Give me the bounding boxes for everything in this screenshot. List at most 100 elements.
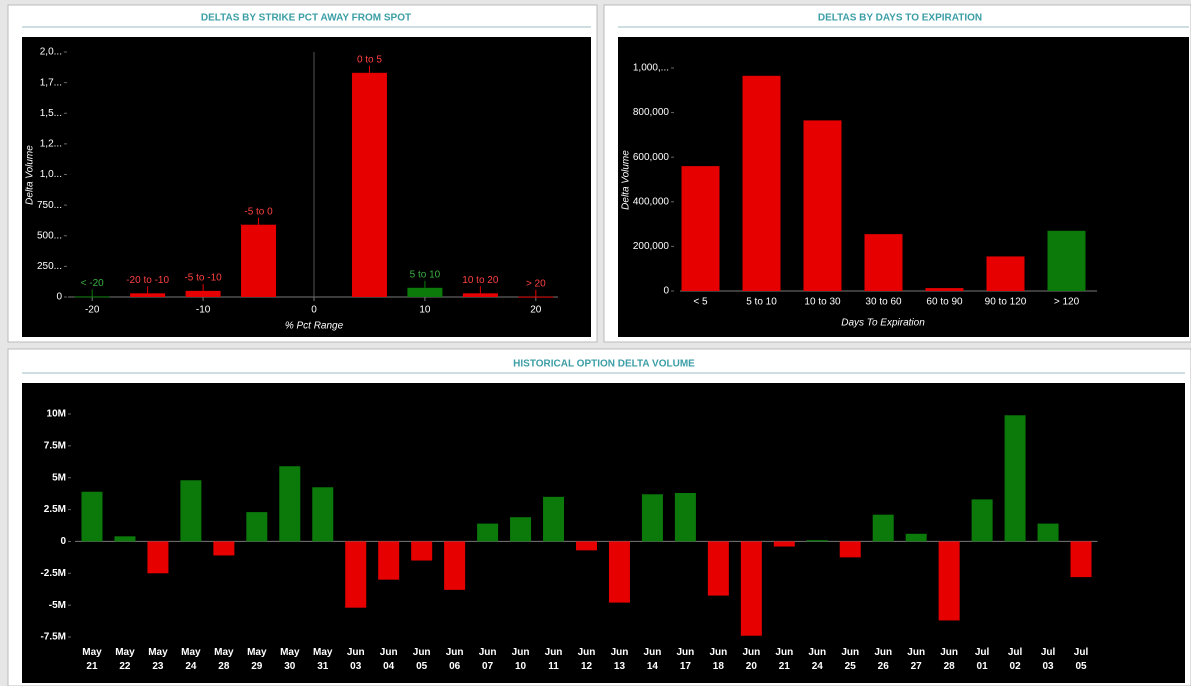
y-tick-label: 1,5... (40, 108, 62, 119)
x-tick-label: Jun 12 (578, 647, 596, 672)
x-tick-label: May 29 (247, 647, 267, 672)
x-axis-title: % Pct Range (285, 321, 344, 332)
bar (971, 499, 993, 542)
x-tick-label: 90 to 120 (985, 297, 1027, 308)
bar (1004, 415, 1026, 542)
x-tick-label: May 28 (214, 647, 234, 672)
bar (411, 541, 433, 561)
bar (378, 541, 400, 580)
bar (74, 296, 110, 298)
x-tick-label: Jun 05 (413, 647, 431, 672)
x-tick-label: Jun 20 (742, 647, 760, 672)
x-tick-label: Jun 13 (611, 647, 629, 672)
bar (345, 541, 367, 608)
bar (905, 533, 927, 542)
bar (803, 120, 842, 291)
x-tick-label: 60 to 90 (926, 297, 963, 308)
y-tick-label: 600,000 (633, 152, 670, 163)
y-tick-label: 1,2... (40, 139, 62, 150)
x-tick-label: 0 (311, 305, 317, 316)
x-tick-label: -10 (196, 305, 211, 316)
bar (681, 166, 720, 291)
x-tick-label: Jun 24 (808, 647, 826, 672)
x-tick-label: May 23 (148, 647, 168, 672)
bar-label: 5 to 10 (410, 269, 441, 280)
bar (1070, 541, 1092, 578)
bar-label: -20 to -10 (126, 275, 169, 286)
x-tick-label: Jun 26 (874, 647, 892, 672)
bar (641, 494, 663, 542)
plot-background (22, 37, 591, 337)
x-tick-label: Jun 10 (512, 647, 530, 672)
bar (925, 288, 964, 291)
x-tick-label: 5 to 10 (746, 297, 777, 308)
x-tick-label: < 5 (693, 297, 708, 308)
y-tick-label: 10M (47, 409, 66, 420)
x-tick-label: Jul 03 (1041, 647, 1056, 672)
bar-label: -5 to -10 (184, 273, 222, 284)
y-axis-title: Delta Volume (621, 150, 632, 210)
x-tick-label: Jul 05 (1074, 647, 1089, 672)
y-tick-label: 800,000 (633, 107, 670, 118)
bar (543, 496, 565, 542)
bar (864, 234, 903, 291)
x-tick-label: Jun 21 (775, 647, 793, 672)
y-tick-label: 0 (56, 292, 62, 303)
x-tick-label: Jul 02 (1008, 647, 1023, 672)
bar-label: 10 to 20 (462, 275, 499, 286)
bar (185, 290, 221, 297)
x-tick-label: 10 (419, 305, 431, 316)
y-tick-label: 7.5M (44, 440, 66, 451)
y-tick-label: 5M (52, 472, 66, 483)
bar (241, 224, 277, 297)
x-tick-label: Jun 14 (644, 647, 662, 672)
bar (518, 296, 554, 298)
bar (740, 541, 762, 636)
bar (773, 541, 795, 547)
x-tick-label: May 24 (181, 647, 201, 672)
bar (407, 287, 443, 297)
bar-label: 0 to 5 (357, 54, 382, 65)
x-tick-label: Jun 06 (446, 647, 464, 672)
bar-label: -5 to 0 (244, 206, 273, 217)
x-tick-label: May 22 (115, 647, 135, 672)
bar (1047, 230, 1086, 291)
bar (477, 523, 499, 542)
x-tick-label: May 30 (280, 647, 300, 672)
bar-label: < -20 (81, 278, 105, 289)
bar (938, 541, 960, 621)
y-tick-label: 0 (663, 286, 669, 297)
y-tick-label: -7.5M (40, 632, 66, 643)
bar (351, 72, 387, 297)
bar-label: > 20 (526, 278, 546, 289)
bar (312, 487, 334, 542)
bar (839, 541, 861, 558)
bar (114, 536, 136, 542)
bar (510, 517, 532, 542)
y-tick-label: 400,000 (633, 196, 670, 207)
x-tick-label: > 120 (1054, 297, 1080, 308)
bar (81, 491, 103, 542)
chart-title: DELTAS BY STRIKE PCT AWAY FROM SPOT (201, 13, 411, 24)
bar (742, 75, 781, 292)
x-tick-label: Jul 01 (975, 647, 990, 672)
bar (806, 540, 828, 542)
x-tick-label: Jun 03 (347, 647, 365, 672)
bar (130, 293, 166, 297)
chart-title: DELTAS BY DAYS TO EXPIRATION (818, 13, 982, 24)
x-tick-label: -20 (85, 305, 100, 316)
bar (872, 514, 894, 542)
x-tick-label: Jun 11 (545, 647, 563, 672)
bar (576, 541, 597, 551)
y-tick-label: 250... (37, 261, 62, 272)
x-tick-label: Jun 04 (380, 647, 398, 672)
bar (444, 541, 466, 590)
chart-title: HISTORICAL OPTION DELTA VOLUME (513, 359, 695, 370)
x-tick-label: May 31 (313, 647, 333, 672)
bar (462, 293, 498, 297)
x-tick-label: Jun 25 (841, 647, 859, 672)
y-tick-label: 750... (37, 200, 62, 211)
x-tick-label: Jun 18 (709, 647, 727, 672)
y-tick-label: 2,0... (40, 47, 62, 58)
